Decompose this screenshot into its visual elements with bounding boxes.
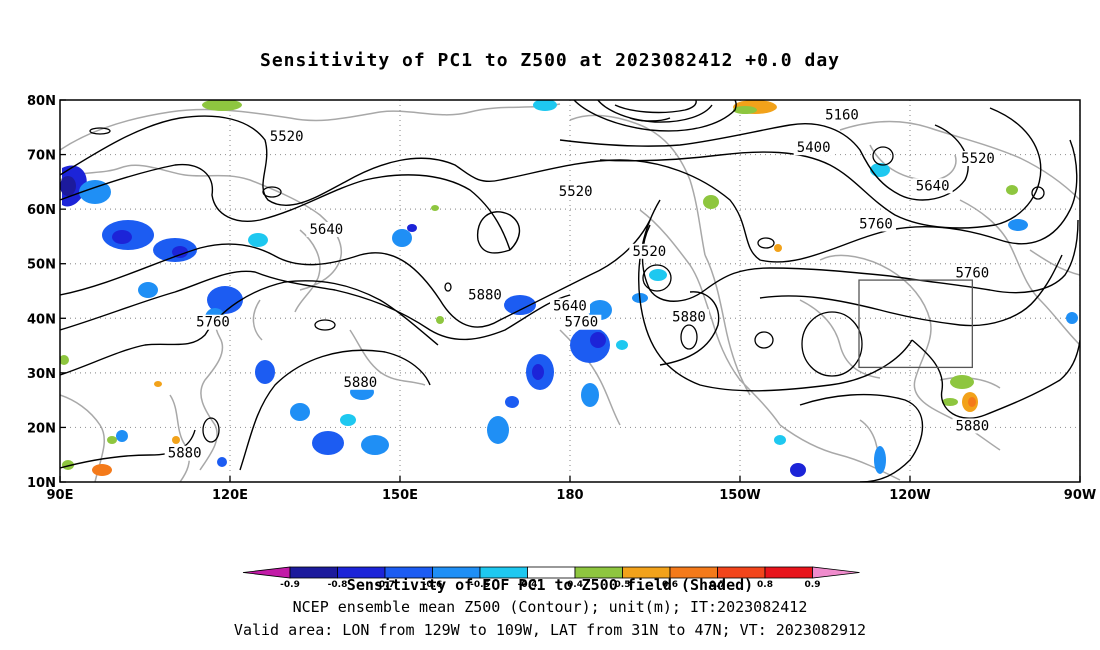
lat-tick-label: 70N (27, 149, 56, 164)
colorbar-label: -0.5 (470, 580, 490, 590)
contour-label: 5880 (1080, 287, 1100, 303)
contour-label: 5760 (859, 217, 893, 233)
closed-contours (89, 127, 1045, 443)
contour-label-bg (1077, 287, 1080, 303)
contour-label-bg (340, 374, 381, 390)
contour-label-bg (193, 314, 233, 330)
lon-tick-label: 150W (719, 488, 760, 503)
lon-tick-label: 120W (889, 488, 930, 503)
contour-label: 5880 (955, 418, 989, 434)
contour-label-bg (793, 140, 834, 156)
contour-label-bg (952, 418, 993, 434)
caption-valid-area: Valid area: LON from 129W to 109W, LAT f… (233, 621, 867, 639)
lat-tick-label: 40N (27, 312, 56, 327)
contour-label: 5760 (564, 315, 598, 331)
contour-label: 5880 (343, 375, 377, 391)
contour-label: 5640 (309, 222, 343, 238)
contour-label-bg (306, 221, 347, 237)
contour-label: 5760 (196, 315, 230, 331)
lon-tick-label: 90E (47, 488, 74, 503)
lat-tick-label: 60N (27, 203, 56, 218)
contour-label: 5880 (468, 287, 502, 303)
contour-label-bg (561, 314, 602, 330)
lat-tick-label: 50N (27, 258, 56, 273)
sensitivity-shading (60, 100, 1078, 477)
contour-labels: 5520552055205160540055205640576054005520… (164, 107, 1100, 462)
lon-tick-label: 90W (1064, 488, 1096, 503)
contour-label-bg (629, 243, 670, 259)
colorbar-label: -0.9 (280, 580, 300, 590)
colorbar-label: 0.8 (757, 580, 773, 590)
contour-label: 5160 (825, 107, 859, 123)
lon-tick-label: 150E (382, 488, 418, 503)
caption-contour: NCEP ensemble mean Z500 (Contour); unit(… (292, 598, 808, 616)
colorbar-arrow-high (812, 566, 860, 579)
lat-tick-label: 80N (27, 94, 56, 109)
colorbar-label: 0.6 (662, 580, 678, 590)
contour-label-bg (164, 445, 205, 461)
contour-label: 5760 (955, 266, 989, 282)
contour-label: 5640 (916, 178, 950, 194)
caption-shaded: Sensitivity of EOF PC1 to Z500 field (Sh… (346, 576, 754, 594)
contour-label: 5400 (797, 140, 831, 156)
colorbar-label: 0.7 (710, 580, 726, 590)
contour-label: 5880 (672, 309, 706, 325)
contour-label-bg (952, 265, 993, 281)
colorbar-label: -0.8 (328, 580, 348, 590)
contour-label-bg (912, 178, 953, 194)
contour-label-bg (266, 129, 307, 145)
contour-label-bg (550, 298, 590, 314)
colorbar: -0.9 -0.8 -0.7 -0.6 -0.5 -0.4 0.4 0.5 0.6 0.7 0.8 0… (242, 566, 860, 590)
contour-label: 5640 (553, 298, 587, 314)
lat-tick-label: 10N (27, 476, 56, 491)
target-area-box (858, 279, 973, 369)
contour-label-bg (822, 107, 862, 123)
contour-label: 5520 (961, 151, 995, 167)
colorbar-label: -0.7 (375, 580, 395, 590)
contour-label: 5880 (168, 446, 202, 462)
colorbar-label: 0.5 (615, 580, 631, 590)
z500-contours (60, 100, 1080, 482)
colorbar-label: 0.4 (567, 580, 583, 590)
axis-ticks: 90E120E150E180150W120W90W60W80N70N60N50N… (27, 94, 1096, 503)
contour-label-bg (856, 216, 896, 232)
contour-label-bg (958, 151, 998, 167)
contour-label: 5520 (559, 184, 593, 200)
contour-label-bg (555, 183, 596, 199)
map-title: Sensitivity of PC1 to Z500 at 2023082412… (259, 50, 840, 71)
contour-label-bg (465, 287, 505, 303)
colorbar-label: 0.9 (805, 580, 821, 590)
contour-label-bg (669, 309, 709, 325)
lon-tick-label: 180 (556, 488, 583, 503)
lon-tick-label: 120E (212, 488, 248, 503)
contour-label: 5520 (270, 129, 304, 145)
lat-tick-label: 30N (27, 367, 56, 382)
colorbar-label: -0.6 (423, 580, 443, 590)
colorbar-label: -0.4 (518, 580, 538, 590)
lat-tick-label: 20N (27, 421, 56, 436)
contour-label: 5520 (632, 244, 666, 260)
